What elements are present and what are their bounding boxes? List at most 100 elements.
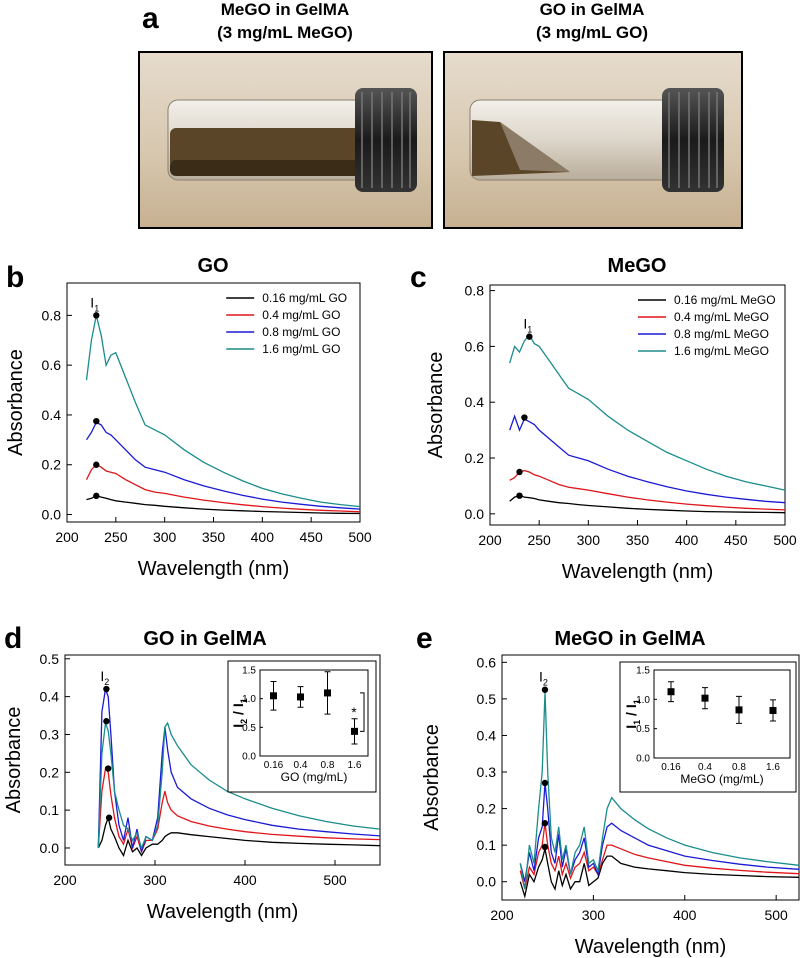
y-tick-label: 0.5 xyxy=(40,651,60,667)
y-tick-label: 0.0 xyxy=(465,506,485,522)
legend-label: 0.8 mg/mL MeGO xyxy=(674,327,769,341)
y-tick-label: 0.4 xyxy=(40,689,60,705)
photo-caption: GO in GelMA xyxy=(540,0,645,19)
legend-label: 0.4 mg/mL MeGO xyxy=(674,310,769,324)
panel-label: d xyxy=(4,622,22,655)
data-point xyxy=(667,688,675,696)
peak-marker xyxy=(93,417,100,425)
chart-title: GO xyxy=(197,255,228,277)
y-tick-label: 0.2 xyxy=(40,764,60,780)
significance-label: * xyxy=(351,704,357,720)
y-tick-label: 0.4 xyxy=(42,407,62,423)
data-point xyxy=(769,706,777,714)
plot-frame xyxy=(64,654,381,866)
data-point xyxy=(297,693,304,701)
peak-marker xyxy=(541,843,549,851)
inset-y-tick-label: 0.5 xyxy=(242,723,256,734)
x-tick-label: 300 xyxy=(153,529,177,545)
inset-y-axis-label: I2 / I1 xyxy=(230,698,249,727)
data-point xyxy=(351,727,358,735)
significance-bracket xyxy=(360,692,365,732)
y-tick-label: 0.6 xyxy=(42,357,62,373)
y-tick-label: 0.8 xyxy=(465,283,485,299)
data-point xyxy=(735,706,743,714)
peak-marker xyxy=(541,779,549,787)
data-point xyxy=(324,689,331,697)
x-axis-label: Wavelength (nm) xyxy=(147,901,299,923)
x-tick-label: 350 xyxy=(202,529,226,545)
inset-y-axis-label: I1 / I1 xyxy=(623,699,642,728)
y-tick-label: 0.0 xyxy=(42,507,62,523)
peak-marker xyxy=(105,814,113,821)
x-axis-label: Wavelength (nm) xyxy=(138,558,290,580)
series-line xyxy=(97,721,381,850)
x-tick-label: 500 xyxy=(764,907,788,923)
peak-marker xyxy=(93,461,100,468)
inset-y-tick-label: 1.0 xyxy=(242,694,256,705)
legend-label: 0.16 mg/mL GO xyxy=(262,291,347,305)
peak-label: I1 xyxy=(90,294,99,313)
x-tick-label: 300 xyxy=(582,907,606,923)
peak-label-main: I xyxy=(90,294,94,310)
inset-y-tick-label: 1.5 xyxy=(242,666,256,677)
y-tick-label: 0.0 xyxy=(40,840,60,856)
y-tick-label: 0.1 xyxy=(477,837,497,853)
peak-marker xyxy=(526,333,533,340)
inset-y-label-part: / I xyxy=(623,704,639,720)
legend-label: 0.4 mg/mL GO xyxy=(262,308,340,322)
inset-y-label-part: 1 xyxy=(239,698,249,703)
x-tick-label: 200 xyxy=(490,907,514,923)
series-line xyxy=(86,495,361,515)
y-tick-label: 0.2 xyxy=(477,801,497,817)
x-tick-label: 200 xyxy=(478,532,502,548)
x-tick-label: 400 xyxy=(233,872,257,888)
legend-label: 0.16 mg/mL MeGO xyxy=(674,293,776,307)
x-tick-label: 450 xyxy=(299,529,323,545)
inset-x-tick-label: 0.8 xyxy=(321,760,335,771)
peak-marker xyxy=(103,685,110,693)
y-tick-label: 0.5 xyxy=(477,691,497,707)
chart-title: MeGO in GelMA xyxy=(554,628,705,650)
inset-x-tick-label: 0.4 xyxy=(294,760,308,771)
plot-frame xyxy=(66,282,361,523)
inset-plot-frame xyxy=(653,669,791,759)
series-line xyxy=(519,691,800,890)
photo xyxy=(443,51,743,229)
peak-marker xyxy=(105,765,112,772)
series-line xyxy=(519,823,800,890)
peak-label-sub: 1 xyxy=(94,303,99,313)
x-tick-label: 250 xyxy=(104,529,128,545)
y-tick-label: 0.1 xyxy=(40,802,60,818)
peak-label-main: I xyxy=(539,669,543,685)
y-tick-label: 0.4 xyxy=(465,394,485,410)
inset-y-tick-label: 1.0 xyxy=(636,695,650,706)
series-line xyxy=(97,815,381,858)
y-tick-label: 0.3 xyxy=(477,764,497,780)
y-axis-label: Absorbance xyxy=(421,724,443,831)
x-tick-label: 350 xyxy=(626,532,650,548)
peak-marker xyxy=(516,468,523,476)
x-tick-label: 500 xyxy=(323,872,347,888)
y-axis-label: Absorbance xyxy=(5,349,27,456)
x-tick-label: 300 xyxy=(577,532,601,548)
panel-label: a xyxy=(142,2,159,35)
series-line xyxy=(519,782,800,882)
inset-x-tick-label: 0.4 xyxy=(698,762,712,773)
inset-y-label-part: I xyxy=(230,724,246,728)
series-line xyxy=(509,414,786,504)
x-tick-label: 200 xyxy=(55,529,79,545)
peak-marker xyxy=(521,414,528,421)
x-tick-label: 300 xyxy=(143,872,167,888)
chart-title: MeGO xyxy=(608,255,667,277)
y-tick-label: 0.3 xyxy=(40,726,60,742)
x-tick-label: 200 xyxy=(53,872,77,888)
inset-frame xyxy=(619,661,797,793)
x-tick-label: 500 xyxy=(773,532,797,548)
chart-title: GO in GelMA xyxy=(143,628,266,650)
y-tick-label: 0.8 xyxy=(42,307,62,323)
plot-frame xyxy=(489,284,786,526)
inset-y-label-part: I xyxy=(623,725,639,729)
plot-frame xyxy=(501,654,800,901)
photo-caption: (3 mg/mL GO) xyxy=(536,23,648,42)
